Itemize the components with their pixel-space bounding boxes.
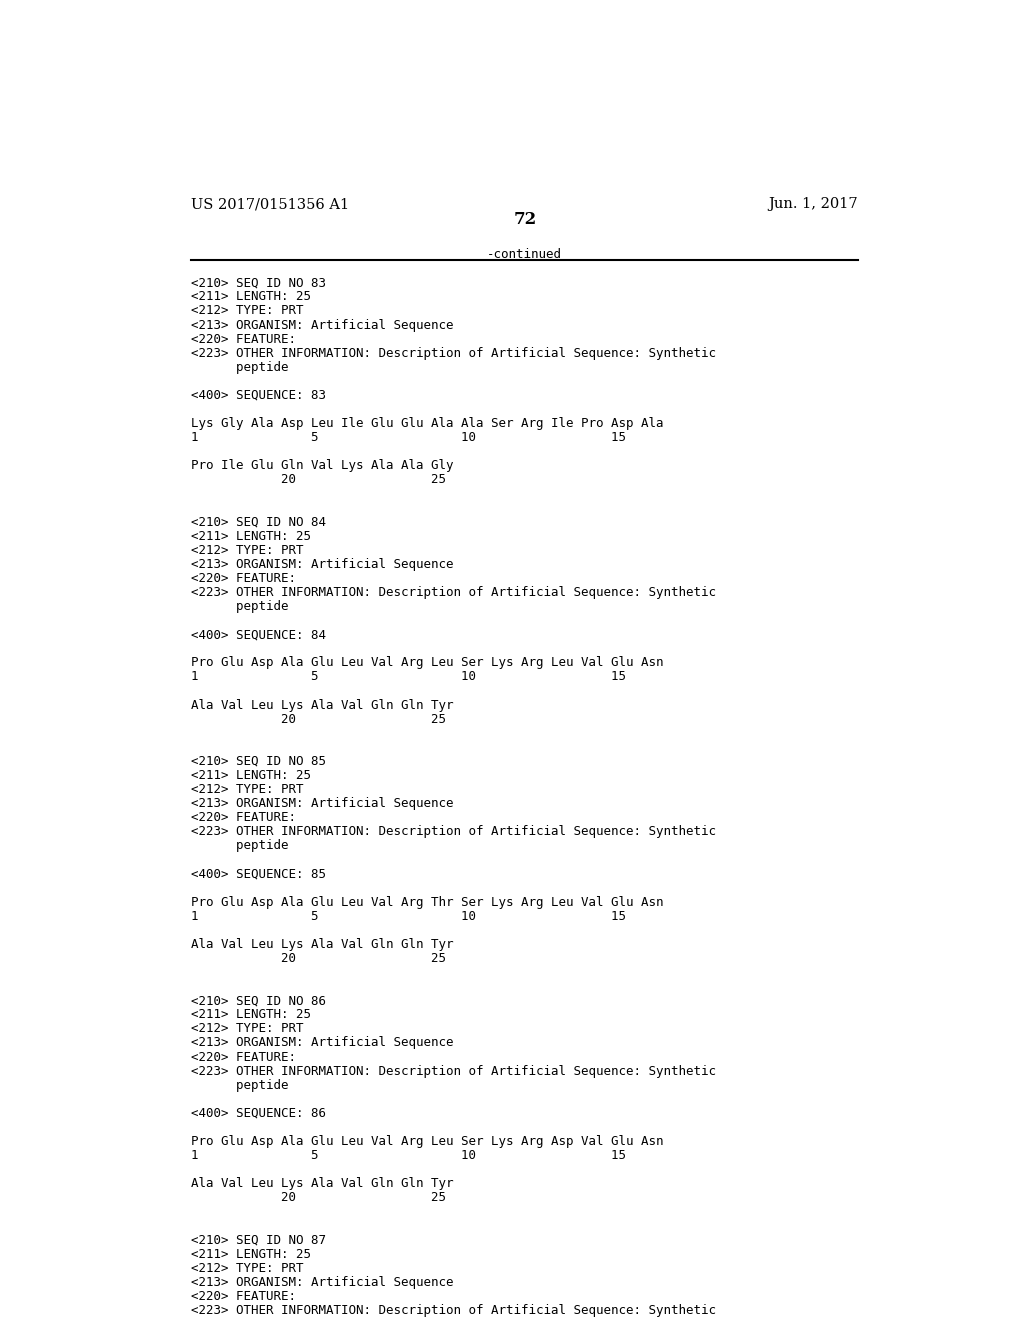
Text: <213> ORGANISM: Artificial Sequence: <213> ORGANISM: Artificial Sequence	[191, 797, 454, 810]
Text: <210> SEQ ID NO 84: <210> SEQ ID NO 84	[191, 516, 327, 528]
Text: <212> TYPE: PRT: <212> TYPE: PRT	[191, 783, 304, 796]
Text: <210> SEQ ID NO 87: <210> SEQ ID NO 87	[191, 1234, 327, 1246]
Text: <220> FEATURE:: <220> FEATURE:	[191, 333, 297, 346]
Text: <213> ORGANISM: Artificial Sequence: <213> ORGANISM: Artificial Sequence	[191, 1036, 454, 1049]
Text: <211> LENGTH: 25: <211> LENGTH: 25	[191, 1247, 311, 1261]
Text: peptide: peptide	[191, 601, 289, 612]
Text: Pro Glu Asp Ala Glu Leu Val Arg Thr Ser Lys Arg Leu Val Glu Asn: Pro Glu Asp Ala Glu Leu Val Arg Thr Ser …	[191, 896, 664, 908]
Text: Jun. 1, 2017: Jun. 1, 2017	[768, 197, 858, 211]
Text: <223> OTHER INFORMATION: Description of Artificial Sequence: Synthetic: <223> OTHER INFORMATION: Description of …	[191, 1065, 717, 1077]
Text: 1               5                   10                  15: 1 5 10 15	[191, 671, 627, 684]
Text: <210> SEQ ID NO 85: <210> SEQ ID NO 85	[191, 755, 327, 768]
Text: <212> TYPE: PRT: <212> TYPE: PRT	[191, 1023, 304, 1035]
Text: <213> ORGANISM: Artificial Sequence: <213> ORGANISM: Artificial Sequence	[191, 318, 454, 331]
Text: 20                  25: 20 25	[191, 1192, 446, 1204]
Text: <400> SEQUENCE: 84: <400> SEQUENCE: 84	[191, 628, 327, 642]
Text: <223> OTHER INFORMATION: Description of Artificial Sequence: Synthetic: <223> OTHER INFORMATION: Description of …	[191, 347, 717, 359]
Text: <211> LENGTH: 25: <211> LENGTH: 25	[191, 1008, 311, 1022]
Text: <223> OTHER INFORMATION: Description of Artificial Sequence: Synthetic: <223> OTHER INFORMATION: Description of …	[191, 1304, 717, 1317]
Text: 1               5                   10                  15: 1 5 10 15	[191, 432, 627, 444]
Text: <220> FEATURE:: <220> FEATURE:	[191, 1290, 297, 1303]
Text: <211> LENGTH: 25: <211> LENGTH: 25	[191, 770, 311, 781]
Text: -continued: -continued	[487, 248, 562, 261]
Text: 1               5                   10                  15: 1 5 10 15	[191, 909, 627, 923]
Text: <211> LENGTH: 25: <211> LENGTH: 25	[191, 529, 311, 543]
Text: <223> OTHER INFORMATION: Description of Artificial Sequence: Synthetic: <223> OTHER INFORMATION: Description of …	[191, 586, 717, 599]
Text: <212> TYPE: PRT: <212> TYPE: PRT	[191, 544, 304, 557]
Text: 20                  25: 20 25	[191, 952, 446, 965]
Text: Ala Val Leu Lys Ala Val Gln Gln Tyr: Ala Val Leu Lys Ala Val Gln Gln Tyr	[191, 1177, 454, 1191]
Text: 72: 72	[513, 211, 537, 228]
Text: <223> OTHER INFORMATION: Description of Artificial Sequence: Synthetic: <223> OTHER INFORMATION: Description of …	[191, 825, 717, 838]
Text: peptide: peptide	[191, 360, 289, 374]
Text: Ala Val Leu Lys Ala Val Gln Gln Tyr: Ala Val Leu Lys Ala Val Gln Gln Tyr	[191, 939, 454, 950]
Text: <400> SEQUENCE: 85: <400> SEQUENCE: 85	[191, 867, 327, 880]
Text: <220> FEATURE:: <220> FEATURE:	[191, 812, 297, 824]
Text: <400> SEQUENCE: 86: <400> SEQUENCE: 86	[191, 1107, 327, 1119]
Text: 1               5                   10                  15: 1 5 10 15	[191, 1150, 627, 1162]
Text: <400> SEQUENCE: 83: <400> SEQUENCE: 83	[191, 389, 327, 401]
Text: <210> SEQ ID NO 83: <210> SEQ ID NO 83	[191, 276, 327, 289]
Text: <212> TYPE: PRT: <212> TYPE: PRT	[191, 305, 304, 317]
Text: Pro Ile Glu Gln Val Lys Ala Ala Gly: Pro Ile Glu Gln Val Lys Ala Ala Gly	[191, 459, 454, 473]
Text: US 2017/0151356 A1: US 2017/0151356 A1	[191, 197, 349, 211]
Text: Lys Gly Ala Asp Leu Ile Glu Glu Ala Ala Ser Arg Ile Pro Asp Ala: Lys Gly Ala Asp Leu Ile Glu Glu Ala Ala …	[191, 417, 664, 430]
Text: Pro Glu Asp Ala Glu Leu Val Arg Leu Ser Lys Arg Asp Val Glu Asn: Pro Glu Asp Ala Glu Leu Val Arg Leu Ser …	[191, 1135, 664, 1148]
Text: Ala Val Leu Lys Ala Val Gln Gln Tyr: Ala Val Leu Lys Ala Val Gln Gln Tyr	[191, 698, 454, 711]
Text: Pro Glu Asp Ala Glu Leu Val Arg Leu Ser Lys Arg Leu Val Glu Asn: Pro Glu Asp Ala Glu Leu Val Arg Leu Ser …	[191, 656, 664, 669]
Text: <211> LENGTH: 25: <211> LENGTH: 25	[191, 290, 311, 304]
Text: <213> ORGANISM: Artificial Sequence: <213> ORGANISM: Artificial Sequence	[191, 558, 454, 570]
Text: <220> FEATURE:: <220> FEATURE:	[191, 572, 297, 585]
Text: <210> SEQ ID NO 86: <210> SEQ ID NO 86	[191, 994, 327, 1007]
Text: 20                  25: 20 25	[191, 474, 446, 486]
Text: <220> FEATURE:: <220> FEATURE:	[191, 1051, 297, 1064]
Text: peptide: peptide	[191, 1078, 289, 1092]
Text: 20                  25: 20 25	[191, 713, 446, 726]
Text: <212> TYPE: PRT: <212> TYPE: PRT	[191, 1262, 304, 1275]
Text: <213> ORGANISM: Artificial Sequence: <213> ORGANISM: Artificial Sequence	[191, 1275, 454, 1288]
Text: peptide: peptide	[191, 840, 289, 853]
